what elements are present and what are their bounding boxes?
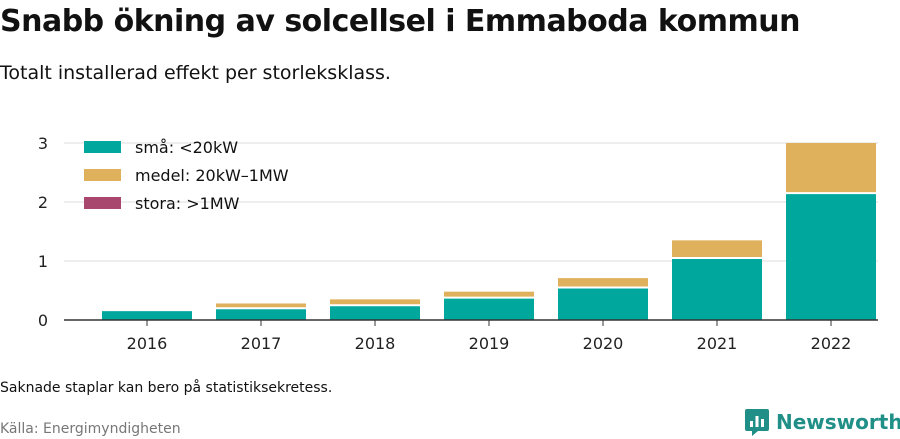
bar-segment [330, 299, 420, 306]
legend-item-small: små: <20kW [84, 133, 289, 161]
chart-title: Snabb ökning av solcellsel i Emmaboda ko… [0, 4, 800, 39]
bar-segment [216, 308, 306, 320]
source-credit: Källa: Energimyndigheten [0, 421, 181, 437]
x-tick-label: 2019 [469, 334, 510, 353]
x-tick-label: 2022 [811, 334, 852, 353]
bar-segment [672, 258, 762, 320]
bar-segment [216, 303, 306, 309]
x-tick-label: 2021 [697, 334, 738, 353]
y-tick-label: 1 [38, 252, 48, 271]
x-axis: 2016 2017 2018 2019 2020 2021 2022 [64, 319, 878, 353]
bar-segment [786, 143, 876, 194]
bar-segment [330, 305, 420, 320]
bar-chart: 0 1 2 3 2016 2017 2018 2019 2020 2021 2022 [38, 134, 878, 353]
legend-swatch-large [84, 197, 121, 209]
newsworthy-logo-icon [745, 409, 769, 436]
brand-name: Newsworthy [776, 410, 900, 434]
legend: små: <20kW medel: 20kW–1MW stora: >1MW [84, 133, 289, 217]
x-tick-label: 2017 [241, 334, 282, 353]
footnote: Saknade staplar kan bero på statistiksek… [0, 380, 333, 396]
bar-stacks [102, 143, 876, 320]
bar-segment [444, 297, 534, 320]
legend-label-medium: medel: 20kW–1MW [135, 165, 289, 185]
legend-label-small: små: <20kW [135, 137, 239, 157]
x-tick-label: 2016 [127, 334, 168, 353]
brand-logo: Newsworthy [744, 406, 900, 438]
bar-segment [444, 291, 534, 298]
bar-segment [786, 193, 876, 320]
bar-segment [558, 278, 648, 288]
legend-item-large: stora: >1MW [84, 189, 289, 217]
chart-subtitle: Totalt installerad effekt per storlekskl… [0, 62, 391, 84]
x-tick-label: 2018 [355, 334, 396, 353]
y-tick-label: 2 [38, 193, 48, 212]
y-tick-label: 3 [38, 134, 48, 153]
y-tick-label: 0 [38, 311, 48, 330]
bar-segment [672, 240, 762, 259]
legend-label-large: stora: >1MW [135, 193, 240, 213]
bar-segment [558, 287, 648, 320]
legend-item-medium: medel: 20kW–1MW [84, 161, 289, 189]
legend-swatch-medium [84, 169, 121, 181]
y-axis: 0 1 2 3 [38, 134, 48, 330]
legend-swatch-small [84, 141, 121, 153]
bar-segment [102, 311, 192, 320]
x-tick-label: 2020 [583, 334, 624, 353]
